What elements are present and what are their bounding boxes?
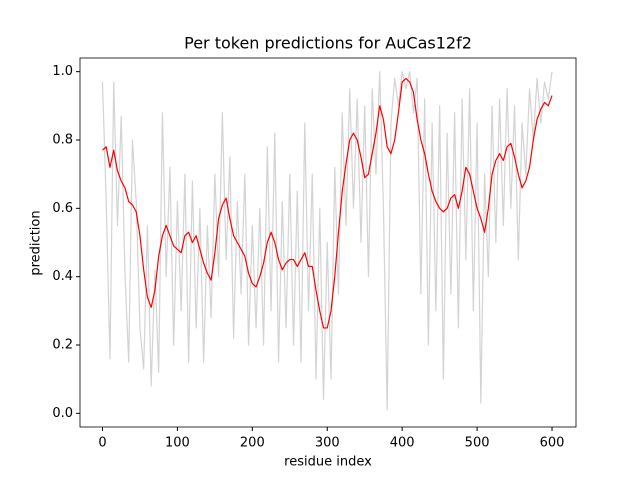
x-tick-label: 600: [540, 436, 565, 451]
data-line: [101, 71, 553, 411]
y-axis-label: prediction: [29, 210, 44, 275]
x-tick-label: 0: [98, 436, 106, 451]
x-tick-label: 100: [165, 436, 190, 451]
data-line: [102, 77, 553, 329]
y-tick-label: 0.2: [52, 338, 73, 353]
plot-frame: [79, 57, 577, 428]
x-axis-label: residue index: [284, 455, 372, 470]
x-tick-label: 500: [465, 436, 490, 451]
y-tick-label: 0.0: [52, 406, 73, 421]
chart-title: Per token predictions for AuCas12f2: [184, 34, 472, 53]
y-tick-label: 0.4: [52, 269, 73, 284]
x-tick-label: 300: [315, 436, 340, 451]
y-tick-label: 1.0: [52, 64, 73, 79]
y-tick-label: 0.6: [52, 201, 73, 216]
y-tick-label: 0.8: [52, 133, 73, 148]
x-tick-label: 400: [390, 436, 415, 451]
x-tick-label: 200: [240, 436, 265, 451]
